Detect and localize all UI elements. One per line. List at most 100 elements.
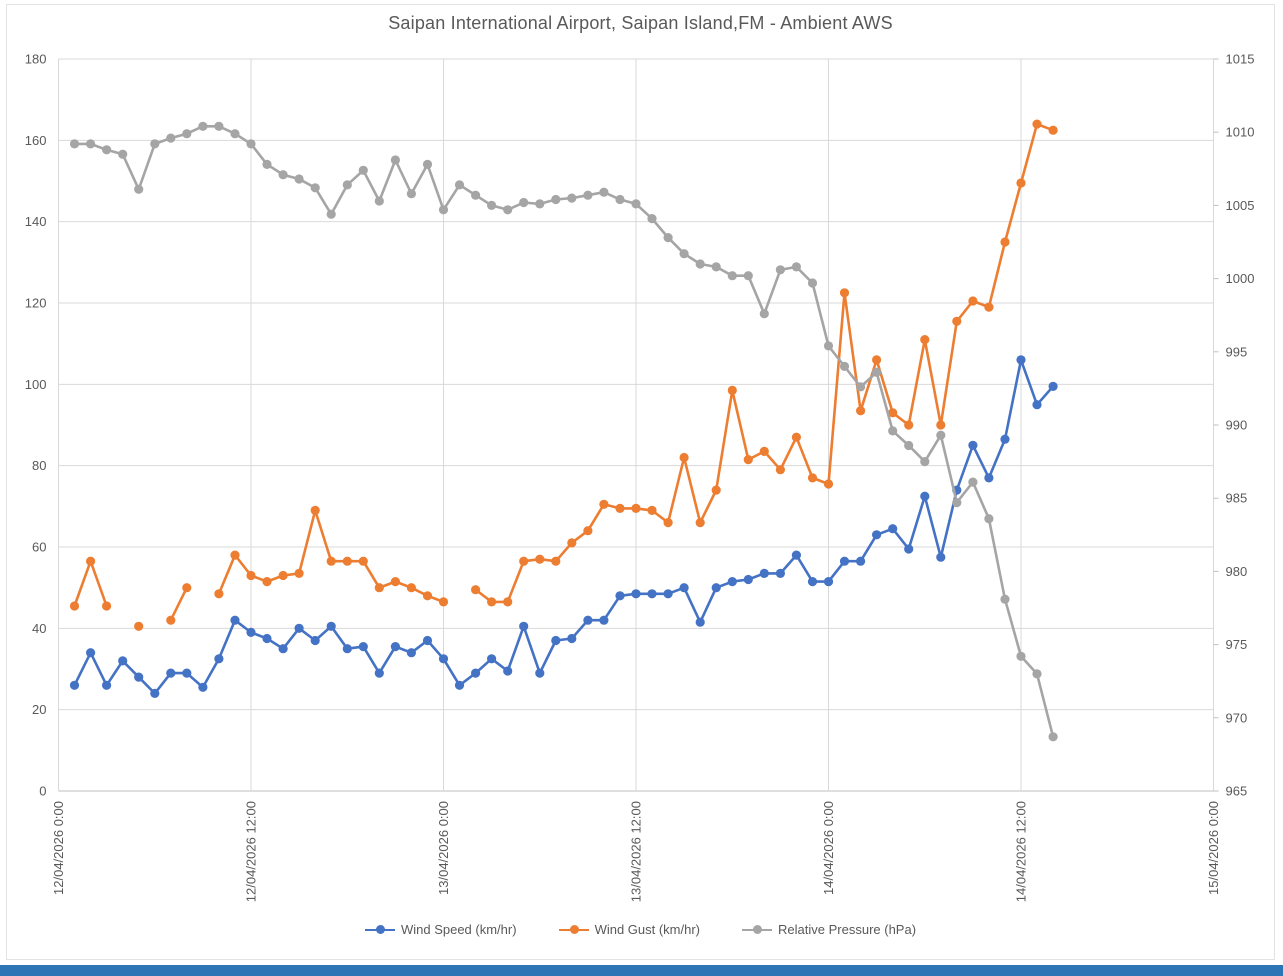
data-point-wind-speed (166, 668, 176, 678)
data-point-relative-pressure (118, 149, 128, 159)
data-point-relative-pressure (246, 139, 256, 149)
data-point-wind-speed (984, 473, 994, 483)
x-axis-tick-label: 15/04/2026 0:00 (1206, 801, 1221, 895)
data-point-relative-pressure (1032, 669, 1042, 679)
data-point-wind-speed (968, 440, 978, 450)
data-point-relative-pressure (647, 214, 657, 224)
data-point-wind-gust (968, 296, 978, 306)
data-point-relative-pressure (358, 165, 368, 175)
series-line-relative-pressure (74, 125, 1055, 738)
x-axis-tick-label: 13/04/2026 12:00 (629, 801, 644, 902)
data-point-relative-pressure (182, 129, 192, 139)
data-point-relative-pressure (487, 200, 497, 210)
data-point-wind-gust (230, 550, 240, 560)
data-point-wind-speed (679, 583, 689, 593)
data-point-relative-pressure (102, 145, 112, 155)
data-point-wind-speed (454, 680, 465, 690)
data-point-wind-gust (182, 583, 192, 593)
data-point-wind-speed (535, 668, 545, 678)
legend-dot (569, 924, 579, 934)
data-point-relative-pressure (791, 262, 802, 272)
data-point-relative-pressure (503, 205, 513, 215)
data-point-wind-speed (791, 550, 802, 560)
data-point-relative-pressure (262, 159, 272, 169)
legend-item-wind-gust[interactable]: Wind Gust (km/hr) (558, 922, 700, 937)
data-point-wind-gust (390, 577, 400, 587)
x-axis-tick-label: 13/04/2026 0:00 (436, 801, 451, 895)
data-point-wind-gust (86, 556, 96, 566)
wind-speed-marker-icon (364, 924, 395, 935)
data-point-wind-speed (839, 556, 850, 566)
data-point-wind-gust (134, 621, 144, 631)
data-point-relative-pressure (823, 341, 834, 351)
legend-label: Relative Pressure (hPa) (778, 922, 917, 937)
y-axis-right-label: 970 (1226, 710, 1248, 725)
data-point-relative-pressure (342, 180, 352, 190)
data-point-relative-pressure (310, 183, 320, 193)
data-point-relative-pressure (968, 477, 978, 487)
data-point-relative-pressure (743, 271, 753, 281)
y-axis-left-label: 80 (32, 458, 46, 473)
data-point-wind-gust (471, 585, 481, 595)
data-point-wind-gust (775, 465, 786, 475)
data-point-wind-speed (775, 568, 786, 579)
data-point-relative-pressure (150, 139, 160, 149)
data-point-relative-pressure (807, 278, 818, 288)
data-point-wind-speed (631, 589, 641, 599)
data-point-wind-speed (615, 591, 625, 601)
data-point-relative-pressure (134, 184, 144, 194)
series-line-wind-speed (73, 358, 1055, 695)
y-axis-right-label: 995 (1226, 344, 1248, 359)
data-point-wind-speed (888, 524, 898, 534)
data-point-wind-speed (102, 680, 112, 690)
x-axis-tick-label: 12/04/2026 12:00 (244, 801, 259, 902)
data-point-wind-speed (278, 644, 288, 654)
data-point-relative-pressure (551, 194, 561, 205)
data-point-wind-speed (342, 644, 352, 654)
data-point-wind-gust (487, 597, 497, 607)
data-point-wind-speed (519, 621, 529, 631)
data-point-wind-gust (535, 554, 545, 564)
data-point-wind-gust (1016, 178, 1026, 188)
legend-item-relative-pressure[interactable]: Relative Pressure (hPa) (742, 922, 916, 937)
data-point-wind-speed (567, 633, 577, 644)
data-point-wind-speed (246, 627, 256, 638)
data-point-relative-pressure (390, 155, 400, 165)
data-point-wind-gust (166, 615, 176, 625)
y-axis-left-label: 60 (32, 540, 46, 555)
data-point-relative-pressure (1000, 594, 1010, 604)
data-point-relative-pressure (727, 271, 737, 281)
data-point-wind-gust (438, 597, 449, 607)
data-point-wind-speed (936, 552, 946, 562)
data-point-wind-speed (182, 668, 192, 678)
data-point-wind-gust (856, 406, 866, 416)
data-point-relative-pressure (69, 139, 80, 149)
data-point-wind-speed (406, 648, 416, 658)
data-point-wind-gust (663, 518, 673, 528)
data-point-relative-pressure (583, 190, 593, 200)
y-axis-left-label: 180 (25, 52, 47, 67)
data-point-wind-speed (374, 668, 384, 678)
data-point-relative-pressure (775, 265, 786, 275)
data-point-wind-speed (390, 642, 400, 652)
y-axis-right-label: 1010 (1226, 125, 1255, 140)
data-point-wind-gust (374, 583, 384, 593)
data-point-relative-pressure (471, 190, 481, 200)
data-point-wind-speed (422, 635, 433, 646)
data-point-wind-speed (583, 615, 593, 625)
y-axis-left-label: 100 (25, 377, 47, 392)
data-point-wind-speed (695, 617, 705, 627)
data-point-wind-gust (872, 355, 882, 365)
data-point-wind-gust (888, 408, 898, 418)
data-point-wind-gust (791, 432, 802, 442)
legend-item-wind-speed[interactable]: Wind Speed (km/hr) (364, 922, 517, 937)
data-point-relative-pressure (920, 457, 930, 467)
data-point-relative-pressure (615, 194, 625, 205)
data-point-wind-speed (1048, 381, 1058, 391)
data-point-wind-gust (759, 446, 769, 456)
relative-pressure-marker-icon (742, 924, 773, 935)
data-point-relative-pressure (952, 498, 962, 508)
data-point-relative-pressure (214, 121, 224, 131)
legend-dot (753, 924, 763, 934)
x-axis-tick-label: 12/04/2026 0:00 (51, 801, 66, 895)
